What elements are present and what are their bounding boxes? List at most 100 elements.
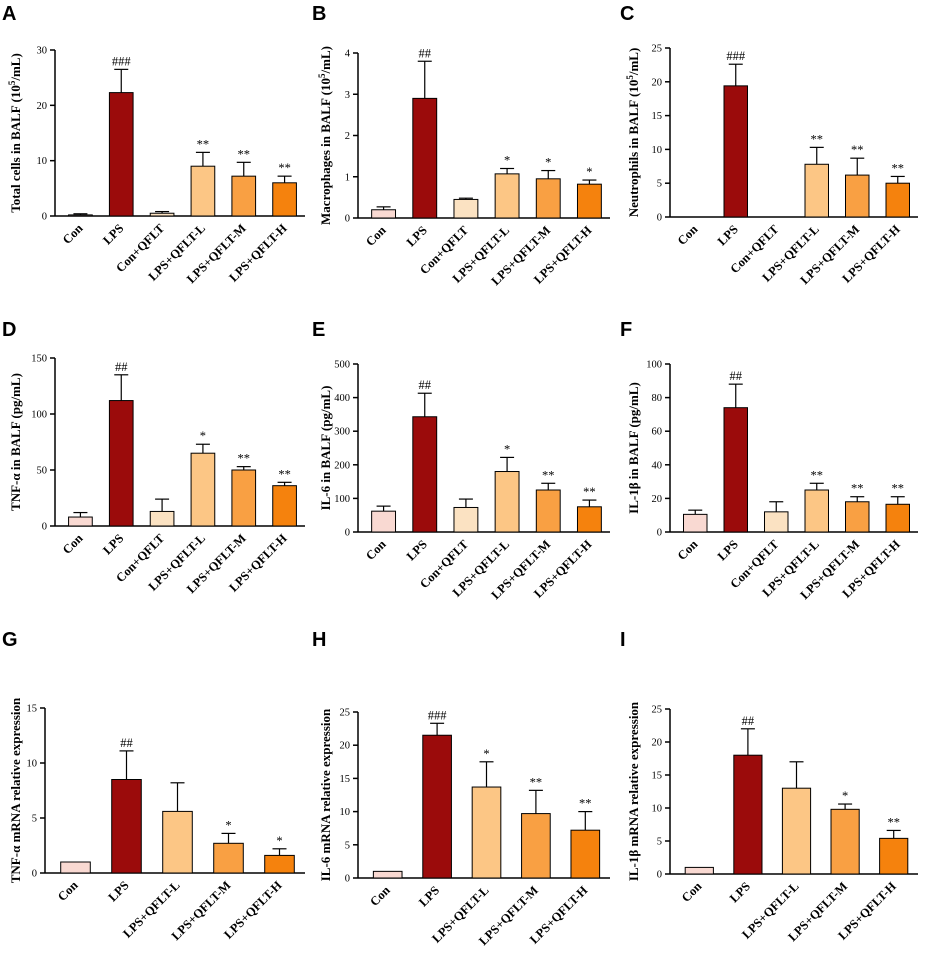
panel-label: E xyxy=(312,319,325,341)
bar-con xyxy=(68,516,93,527)
bar-lps-qflt-h xyxy=(879,837,909,875)
y-tick-label: 10 xyxy=(37,156,48,167)
bar-lps xyxy=(412,97,438,219)
bar-lps-qflt-l xyxy=(162,810,193,874)
bar-lps-qflt-m xyxy=(521,813,551,879)
bar-lps-qflt-l xyxy=(471,786,502,879)
y-tick-label: 0 xyxy=(657,528,662,539)
y-axis-label-text: IL-6 mRNA relative expression xyxy=(318,708,333,881)
bar-con-qflt xyxy=(453,506,479,533)
y-tick-label: 25 xyxy=(652,705,663,716)
bar-lps xyxy=(723,85,748,218)
chart-panel-f: F 0 20 40 60 80 100 IL-1β in BALF (pg/mL) Con ## L… xyxy=(620,319,918,602)
bar-lps-qflt-h xyxy=(885,503,910,533)
y-tick-label: 60 xyxy=(652,427,663,438)
significance-label: ### xyxy=(112,54,132,68)
y-tick-label: 100 xyxy=(646,360,662,371)
y-tick-label: 0 xyxy=(42,522,47,533)
y-tick-label: 15 xyxy=(27,704,38,715)
bar-lps-qflt-h xyxy=(264,854,295,874)
y-tick-label: 150 xyxy=(31,354,47,365)
x-category-label: LPS xyxy=(100,531,126,557)
bar-lps xyxy=(108,400,134,527)
x-category-label: Con xyxy=(363,537,389,563)
significance-label: ** xyxy=(579,797,592,811)
y-tick-label: 0 xyxy=(32,869,37,880)
y-tick-label: 20 xyxy=(340,741,351,752)
y-tick-label: 20 xyxy=(652,738,663,749)
significance-label: * xyxy=(225,818,231,832)
bar-lps-qflt-h xyxy=(576,183,602,219)
x-category-label: LPS xyxy=(404,223,430,249)
significance-label: ** xyxy=(238,147,251,161)
significance-label: ## xyxy=(120,736,133,750)
panel-label: B xyxy=(312,3,326,25)
bar-con xyxy=(68,214,93,217)
bar-con-qflt xyxy=(453,198,479,219)
bar-lps xyxy=(108,92,134,217)
y-axis-label: IL-6 mRNA relative expression xyxy=(318,708,333,881)
y-tick-label: 5 xyxy=(345,840,350,851)
y-tick-label: 0 xyxy=(657,870,662,881)
significance-label: ** xyxy=(811,468,824,482)
significance-label: * xyxy=(504,442,510,456)
y-tick-label: 400 xyxy=(334,393,350,404)
x-category-label: LPS xyxy=(727,879,753,905)
bar-lps xyxy=(723,407,748,533)
y-axis-label-text: IL-1β mRNA relative expression xyxy=(626,701,641,881)
y-tick-label: 10 xyxy=(340,807,351,818)
significance-label: ** xyxy=(811,132,824,146)
x-category-label: LPS xyxy=(715,222,741,248)
significance-label: ## xyxy=(742,714,755,728)
x-category-label: Con xyxy=(675,222,701,248)
y-axis-label-unit: /mL) xyxy=(318,46,333,74)
y-axis-label-text: IL-1β in BALF (pg/mL) xyxy=(626,382,641,514)
y-axis-label: TNF-α mRNA relative expression xyxy=(8,697,23,883)
y-tick-label: 0 xyxy=(657,213,662,224)
significance-label: ### xyxy=(428,708,448,722)
y-tick-label: 25 xyxy=(652,44,663,55)
significance-label: ## xyxy=(419,378,432,392)
y-tick-label: 1 xyxy=(345,172,350,183)
bar-lps-qflt-h xyxy=(885,182,910,218)
x-category-label: Con xyxy=(60,531,86,557)
x-category-label: Con xyxy=(679,879,705,905)
y-axis-label: Neutrophils in BALF (105/mL) xyxy=(625,48,641,218)
bar-con xyxy=(683,513,708,533)
panel-label: F xyxy=(620,319,632,341)
y-tick-label: 25 xyxy=(340,708,351,719)
significance-label: * xyxy=(545,156,551,170)
y-tick-label: 50 xyxy=(37,466,48,477)
bar-lps-qflt-l xyxy=(494,471,520,533)
y-axis-label-unit: /mL) xyxy=(8,53,23,81)
significance-label: ** xyxy=(892,482,905,496)
y-axis-label-text: TNF-α in BALF (pg/mL) xyxy=(8,373,23,511)
chart-panel-i: I 0 5 10 15 20 25 IL-1β mRNA relative expressio… xyxy=(620,629,918,944)
significance-label: ### xyxy=(726,49,746,63)
significance-label: ** xyxy=(530,775,543,789)
significance-label: ## xyxy=(419,46,432,60)
bar-lps-qflt-m xyxy=(830,808,860,875)
y-axis-label: IL-1β mRNA relative expression xyxy=(626,701,641,881)
significance-label: ** xyxy=(851,482,864,496)
bar-con xyxy=(371,510,397,533)
y-tick-label: 15 xyxy=(340,774,351,785)
significance-label: ** xyxy=(238,452,251,466)
y-tick-label: 20 xyxy=(37,101,48,112)
y-axis-label-text: Total cells in BALF (10 xyxy=(8,85,23,213)
bar-lps-qflt-h xyxy=(576,506,602,533)
significance-label: ## xyxy=(730,369,743,383)
x-category-label: LPS xyxy=(715,537,741,563)
x-category-label: Con xyxy=(367,883,393,909)
y-tick-label: 3 xyxy=(345,90,350,101)
y-axis-label: Total cells in BALF (105/mL) xyxy=(7,53,23,213)
bar-lps-qflt-m xyxy=(231,175,257,217)
bar-con-qflt xyxy=(149,510,175,527)
y-tick-label: 500 xyxy=(334,360,350,371)
x-category-label: Con xyxy=(675,537,701,563)
bar-lps-qflt-m xyxy=(535,178,561,219)
chart-panel-a: A 0 10 20 30 Total cells in BALF (105/mL) Con #… xyxy=(2,3,305,286)
bar-lps-qflt-m xyxy=(231,469,257,527)
